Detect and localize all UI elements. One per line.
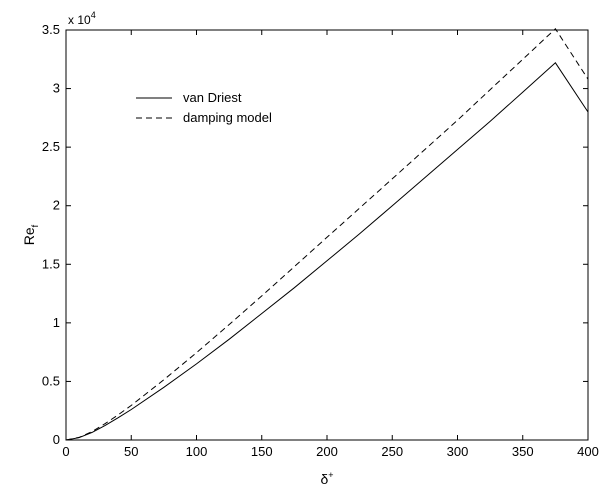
x-axis-ticks: 0 50 100 150 200 250 300 350 400 [62,30,599,459]
x-axis-label-main: δ [320,471,328,487]
x-tick-label: 0 [62,444,69,459]
y-axis-label-subscript: f [30,224,40,227]
y-tick-label: 0 [53,432,60,447]
y-axis-label-main: Re [21,227,37,245]
y-tick-label: 1 [53,315,60,330]
y-axis-label: Ref [21,224,40,245]
x-tick-label: 250 [381,444,403,459]
series-line-van-driest [65,62,589,441]
y-axis-multiplier-exponent: 4 [91,10,96,20]
x-axis-label: δ+ [320,470,333,487]
y-tick-label: 1.5 [42,256,60,271]
y-tick-label: 2.5 [42,139,60,154]
legend-label-van-driest: van Driest [183,90,242,105]
x-tick-label: 150 [251,444,273,459]
x-tick-label: 100 [186,444,208,459]
y-tick-label: 2 [53,198,60,213]
legend-label-damping-model: damping model [183,110,272,125]
y-axis-ticks: 0 0.5 1 1.5 2 2.5 3 3.5 [42,22,588,447]
series-layer [65,28,589,441]
y-axis-multiplier-base: x 10 [68,13,91,27]
x-tick-label: 400 [577,444,599,459]
x-tick-label: 200 [316,444,338,459]
plot-area-frame [65,29,589,441]
x-axis-label-superscript: + [328,470,333,480]
y-tick-label: 0.5 [42,373,60,388]
x-tick-label: 300 [447,444,469,459]
x-tick-label: 350 [512,444,534,459]
y-axis-multiplier: x 104 [68,10,96,27]
legend: van Driest damping model [136,90,272,125]
x-tick-label: 50 [124,444,138,459]
y-tick-label: 3.5 [42,22,60,37]
y-tick-label: 3 [53,81,60,96]
series-line-damping-model [65,28,589,441]
